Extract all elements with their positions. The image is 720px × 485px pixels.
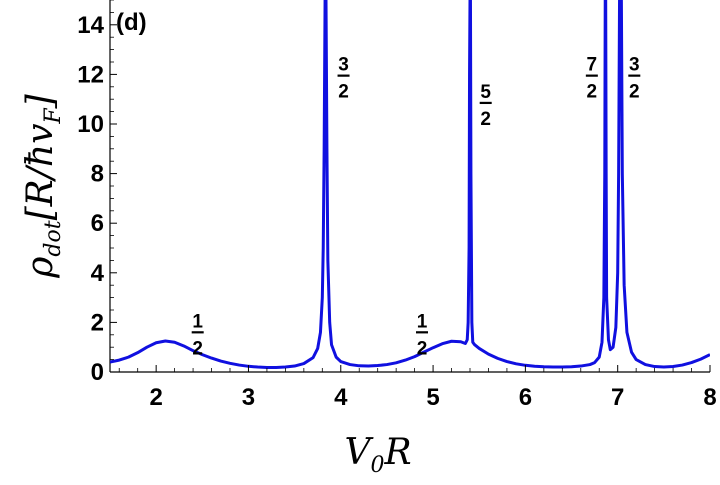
y-tick-label: 12 [77, 61, 104, 88]
fraction-denominator: 2 [338, 82, 349, 103]
y-tick-label: 10 [77, 111, 104, 138]
fraction-denominator: 2 [192, 338, 203, 359]
y-tick-label: 0 [91, 359, 104, 386]
fraction-numerator: 5 [480, 82, 491, 103]
x-tick-label: 5 [426, 384, 439, 411]
y-tick-label: 8 [91, 161, 104, 188]
panel-label: (d) [116, 9, 147, 36]
y-axis-title: ρdot[R/ħvF] [20, 93, 66, 278]
fraction-label: 32 [628, 55, 641, 103]
x-tick-label: 7 [611, 384, 624, 411]
fraction-denominator: 2 [480, 109, 491, 130]
y-tick-label: 2 [91, 309, 104, 336]
x-tick-label: 8 [703, 384, 716, 411]
fraction-label: 72 [585, 55, 598, 103]
fraction-numerator: 7 [587, 55, 598, 76]
fraction-label: 12 [191, 311, 204, 359]
x-tick-label: 4 [334, 384, 348, 411]
fraction-label: 52 [479, 82, 492, 130]
fraction-numerator: 3 [629, 55, 640, 76]
density-series-line [110, 0, 710, 370]
series-group [110, 0, 710, 370]
fraction-numerator: 1 [417, 311, 428, 332]
x-axis-title: V0R [344, 432, 411, 478]
y-tick-label: 4 [91, 260, 105, 287]
y-tick-label: 6 [91, 210, 104, 237]
fraction-label: 12 [416, 311, 428, 359]
fraction-denominator: 2 [417, 338, 428, 359]
fraction-label: 32 [337, 55, 350, 103]
x-tick-label: 3 [242, 384, 255, 411]
fraction-denominator: 2 [587, 82, 598, 103]
fraction-numerator: 3 [338, 55, 349, 76]
fraction-numerator: 1 [192, 311, 203, 332]
y-tick-label: 14 [77, 12, 104, 39]
x-tick-label: 6 [519, 384, 532, 411]
fraction-denominator: 2 [629, 82, 640, 103]
x-tick-label: 2 [149, 384, 162, 411]
